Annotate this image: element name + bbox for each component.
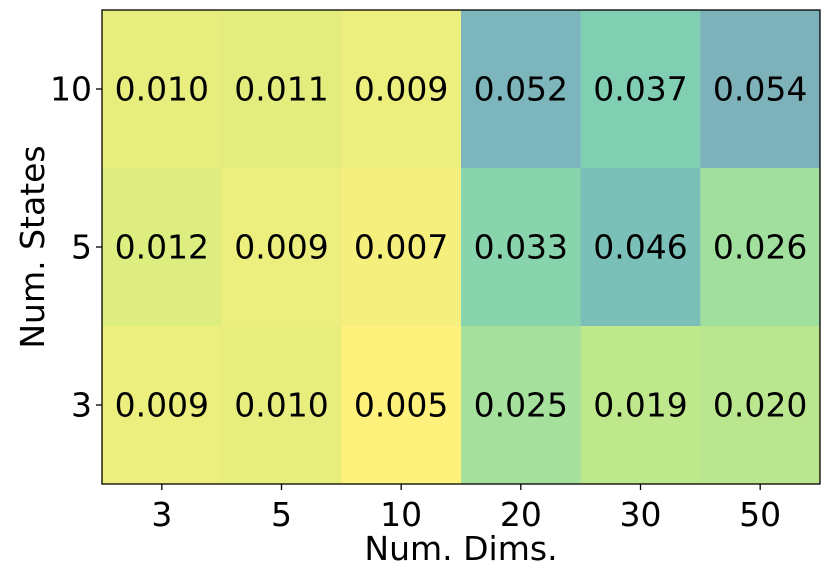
- heatmap-cell: [341, 326, 462, 485]
- cell-value-label: 0.020: [713, 386, 807, 425]
- cell-value-label: 0.010: [115, 70, 209, 109]
- heatmap-cell: [700, 326, 821, 485]
- heatmap-cell: [461, 10, 582, 169]
- cell-value-label: 0.052: [474, 70, 568, 109]
- y-tick-label: 3: [71, 386, 92, 425]
- heatmap-cell: [341, 10, 462, 169]
- heatmap-cell: [700, 168, 821, 327]
- cell-value-label: 0.054: [713, 70, 807, 109]
- cell-value-label: 0.005: [354, 386, 448, 425]
- heatmap-cell: [461, 326, 582, 485]
- y-axis-title: Num. States: [13, 145, 52, 348]
- heatmap-cell: [580, 326, 701, 485]
- cell-value-label: 0.009: [234, 228, 328, 267]
- heatmap-cell: [221, 168, 342, 327]
- x-tick-label: 10: [380, 495, 422, 534]
- heatmap-cells: [102, 10, 821, 485]
- cell-value-label: 0.026: [713, 228, 807, 267]
- cell-value-label: 0.007: [354, 228, 448, 267]
- heatmap-cell: [580, 168, 701, 327]
- heatmap-cell: [102, 10, 223, 169]
- heatmap-cell: [461, 168, 582, 327]
- cell-value-label: 0.046: [593, 228, 687, 267]
- x-axis-ticks: 3 5 10 20 30 50: [151, 484, 781, 534]
- x-tick-label: 3: [151, 495, 172, 534]
- x-tick-label: 20: [500, 495, 542, 534]
- heatmap-cell: [700, 10, 821, 169]
- y-tick-label: 10: [50, 70, 92, 109]
- heatmap-cell-labels: 0.010 0.011 0.009 0.052 0.037 0.054 0.012 0.009…: [115, 70, 808, 425]
- cell-value-label: 0.037: [593, 70, 687, 109]
- y-axis-ticks: 10 5 3: [50, 70, 102, 425]
- cell-value-label: 0.009: [354, 70, 448, 109]
- x-axis-title: Num. Dims.: [364, 529, 557, 568]
- cell-value-label: 0.019: [593, 386, 687, 425]
- heatmap-cell: [341, 168, 462, 327]
- x-tick-label: 30: [620, 495, 662, 534]
- heatmap-cell: [221, 10, 342, 169]
- cell-value-label: 0.033: [474, 228, 568, 267]
- heatmap-cell: [102, 168, 223, 327]
- heatmap-cell: [102, 326, 223, 485]
- cell-value-label: 0.025: [474, 386, 568, 425]
- cell-value-label: 0.010: [234, 386, 328, 425]
- cell-value-label: 0.009: [115, 386, 209, 425]
- x-tick-label: 5: [271, 495, 292, 534]
- cell-value-label: 0.012: [115, 228, 209, 267]
- heatmap-cell: [580, 10, 701, 169]
- heatmap-cell: [221, 326, 342, 485]
- y-tick-label: 5: [71, 228, 92, 267]
- x-tick-label: 50: [739, 495, 781, 534]
- cell-value-label: 0.011: [234, 70, 328, 109]
